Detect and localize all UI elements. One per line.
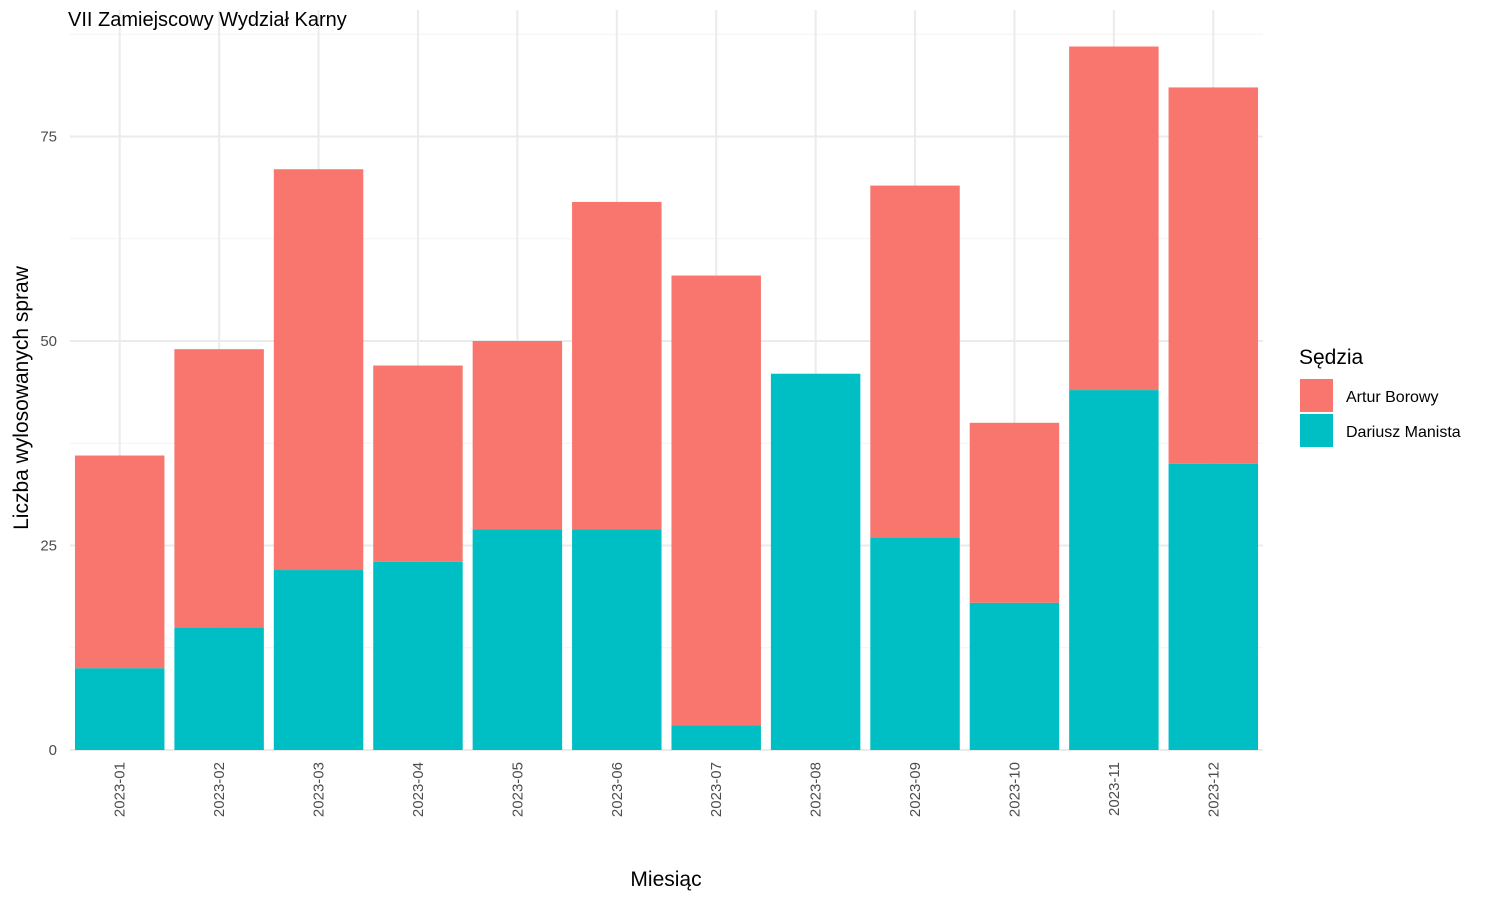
bar-segment <box>174 349 264 628</box>
x-axis-ticks: 2023-01 2023-02 2023-03 2023-04 2023-05 2023-… <box>112 762 1223 817</box>
x-tick-label: 2023-11 <box>1106 762 1123 816</box>
y-tick-label: 50 <box>40 333 57 350</box>
bar-segment <box>472 529 563 750</box>
bar-segment <box>969 422 1060 603</box>
bar-segment <box>174 627 264 750</box>
x-tick-label: 2023-06 <box>609 762 626 817</box>
x-tick-label: 2023-10 <box>1006 762 1023 817</box>
y-tick-label: 25 <box>40 538 57 555</box>
bar-segment <box>870 537 960 750</box>
bar-segment <box>770 373 861 750</box>
y-tick-label: 75 <box>40 129 57 146</box>
x-tick-label: 2023-07 <box>708 762 725 817</box>
bar-segment <box>1069 390 1159 750</box>
legend-swatch <box>1300 414 1333 447</box>
bar-segment <box>373 365 463 562</box>
bar-segment <box>1168 463 1259 750</box>
x-tick-label: 2023-02 <box>211 762 228 817</box>
x-tick-label: 2023-05 <box>509 762 526 817</box>
bar-segment <box>671 275 761 726</box>
bar-segment <box>273 169 364 571</box>
x-tick-label: 2023-12 <box>1205 762 1222 817</box>
x-axis-title: Miesiąc <box>630 868 701 891</box>
y-axis-ticks: 0 25 50 75 <box>40 129 57 760</box>
bar-segment <box>969 602 1060 750</box>
bar-segment <box>472 341 563 530</box>
bar-segment <box>1069 46 1159 391</box>
bar-segment <box>74 668 165 750</box>
bar-segment <box>373 561 463 750</box>
bar-segment <box>74 455 165 669</box>
legend-items: Artur Borowy Dariusz Manista <box>1300 379 1461 447</box>
bar-segment <box>572 529 662 750</box>
x-tick-label: 2023-08 <box>808 762 825 817</box>
x-tick-label: 2023-09 <box>907 762 924 817</box>
y-axis-title: Liczba wylosowanych spraw <box>10 265 33 530</box>
x-tick-label: 2023-04 <box>410 762 427 817</box>
bar-segment <box>671 725 761 750</box>
bar-segment <box>572 201 662 530</box>
x-tick-label: 2023-03 <box>311 762 328 817</box>
legend-title: Sędzia <box>1299 346 1364 369</box>
bar-segment <box>273 570 364 750</box>
bar-segment <box>870 185 960 538</box>
bars <box>74 46 1259 750</box>
legend-label: Dariusz Manista <box>1346 424 1461 441</box>
legend: Sędzia Artur Borowy Dariusz Manista <box>1299 346 1461 447</box>
legend-swatch <box>1300 379 1333 412</box>
legend-label: Artur Borowy <box>1346 389 1438 406</box>
x-tick-label: 2023-01 <box>112 762 129 817</box>
y-tick-label: 0 <box>49 742 57 759</box>
bar-segment <box>1168 87 1259 464</box>
chart-title: VII Zamiejscowy Wydział Karny <box>68 9 347 31</box>
